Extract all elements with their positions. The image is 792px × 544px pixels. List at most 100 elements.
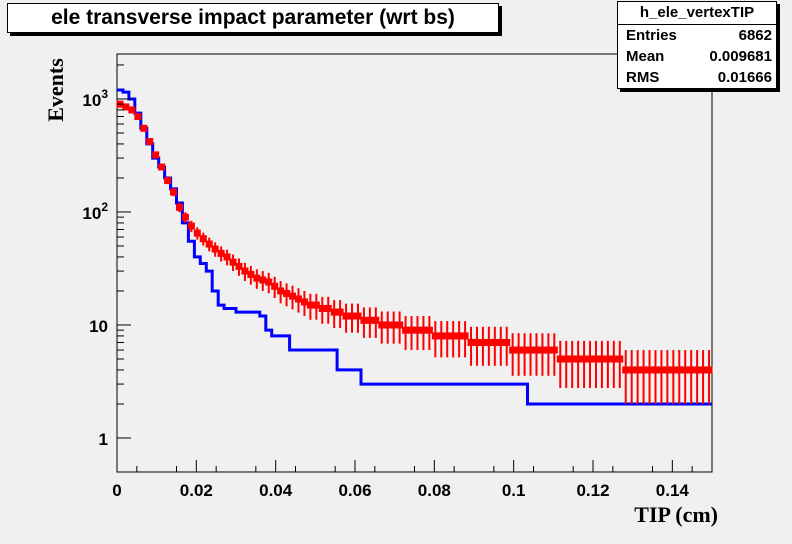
data-point [134,112,142,120]
data-point [574,355,582,363]
data-point [294,295,302,303]
data-point [461,332,469,340]
data-point [211,245,219,253]
data-point [586,355,594,363]
x-axis-label: TIP (cm) [634,502,718,527]
stats-rms-label: RMS [626,69,660,86]
x-tick-label: 0.14 [656,481,690,500]
data-point [318,304,326,312]
data-point [396,321,404,329]
data-point [693,366,701,374]
data-point [503,338,511,346]
data-point [628,366,636,374]
data-point [390,321,398,329]
data-point [140,124,148,132]
data-point [699,366,707,374]
data-point [247,270,255,278]
data-point [205,240,213,248]
data-point [164,176,172,184]
data-point [408,326,416,334]
stats-box: h_ele_vertexTIP Entries 6862 Mean 0.0096… [617,1,777,89]
stats-row-entries: Entries 6862 [618,25,776,46]
x-tick-label: 0.04 [259,481,293,500]
data-point [158,163,166,171]
y-tick-label: 1 [99,430,108,449]
data-point [265,278,273,286]
y-tick-label: 102 [82,200,108,223]
stats-mean-value: 0.009681 [709,48,772,65]
data-point [550,346,558,354]
data-point [634,366,642,374]
data-point [449,332,457,340]
data-point [568,355,576,363]
data-point [592,355,600,363]
data-point [128,106,136,114]
data-point [419,326,427,334]
data-point [473,338,481,346]
data-point [538,346,546,354]
data-point [616,355,624,363]
data-point [360,316,368,324]
data-point [217,249,225,257]
histogram-layer [117,88,712,406]
data-point [259,276,267,284]
data-point [640,366,648,374]
data-point [681,366,689,374]
data-point [229,258,237,266]
data-point [241,267,249,275]
data-point [348,312,356,320]
data-point [372,316,380,324]
data-point [146,138,154,146]
data-point [610,355,618,363]
y-tick-label: 103 [82,87,108,110]
histogram-step-line [117,88,712,406]
data-point [330,308,338,316]
x-tick-label: 0.06 [338,481,371,500]
x-tick-label: 0.12 [576,481,609,500]
data-point [152,151,160,159]
stats-entries-label: Entries [626,27,677,44]
data-point [193,229,201,237]
data-point [223,253,231,261]
data-point [687,366,695,374]
data-point [509,346,517,354]
data-point [306,301,314,309]
data-point [515,346,523,354]
data-point [527,346,535,354]
data-point [187,222,195,230]
data-point [283,289,291,297]
data-point [312,301,320,309]
data-point [336,308,344,316]
data-point [622,366,630,374]
data-point [467,338,475,346]
data-point [342,312,350,320]
data-point [491,338,499,346]
data-point [521,346,529,354]
data-point [425,326,433,334]
chart-title: ele transverse impact parameter (wrt bs) [7,3,499,33]
data-point [324,304,332,312]
data-point [657,366,665,374]
data-point [175,203,183,211]
data-point [580,355,588,363]
data-point [705,366,713,374]
data-point [378,321,386,329]
points-layer [116,100,713,404]
axes: 0 0.02 0.04 0.06 0.08 0.1 0.12 0.14 1 10 102 103 [82,64,693,500]
x-tick-label: 0.02 [180,481,213,500]
data-point [604,355,612,363]
data-point [651,366,659,374]
y-axis-label: Events [43,58,68,122]
data-point [271,282,279,290]
data-point [122,103,130,111]
data-point [669,366,677,374]
stats-rms-value: 0.01666 [717,69,772,86]
data-point [455,332,463,340]
data-point [300,298,308,306]
data-point [443,332,451,340]
data-point [235,262,243,270]
x-tick-label: 0.1 [502,481,526,500]
data-point [556,355,564,363]
data-point [431,332,439,340]
